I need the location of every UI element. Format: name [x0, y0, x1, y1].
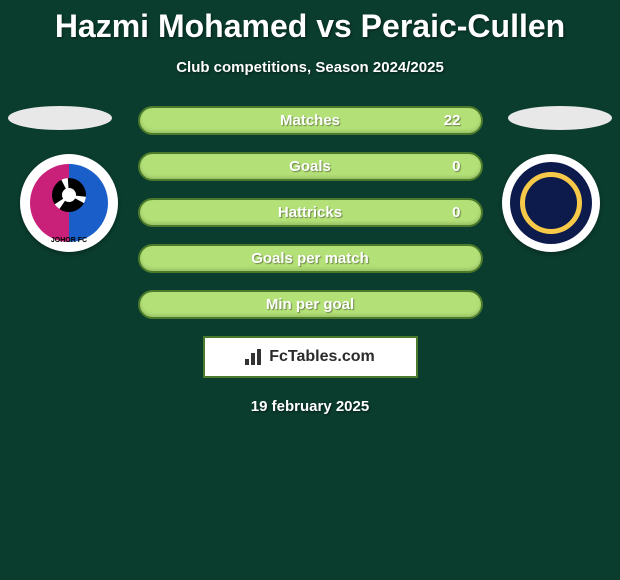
stat-row-matches: Matches 22: [138, 106, 483, 135]
stat-value: 22: [444, 112, 461, 129]
club-badge-left: [20, 154, 118, 252]
club-badge-right: [502, 154, 600, 252]
player-avatar-left: [8, 106, 112, 130]
bar-chart-icon: [245, 349, 265, 365]
stat-row-min-per-goal: Min per goal: [138, 290, 483, 319]
stat-row-goals: Goals 0: [138, 152, 483, 181]
stat-label: Hattricks: [278, 204, 342, 221]
stat-label: Min per goal: [266, 296, 354, 313]
stat-label: Goals: [289, 158, 331, 175]
date-label: 19 february 2025: [0, 398, 620, 415]
fctables-logo-box[interactable]: FcTables.com: [203, 336, 418, 378]
page-title: Hazmi Mohamed vs Peraic-Cullen: [0, 0, 620, 45]
stat-value: 0: [452, 204, 460, 221]
subtitle: Club competitions, Season 2024/2025: [0, 59, 620, 76]
comparison-panel: Matches 22 Goals 0 Hattricks 0 Goals per…: [0, 106, 620, 415]
johor-fc-logo: [30, 164, 108, 242]
stat-value: 0: [452, 158, 460, 175]
stat-label: Goals per match: [251, 250, 369, 267]
logo-text: FcTables.com: [269, 348, 375, 366]
player-avatar-right: [508, 106, 612, 130]
fctables-logo: FcTables.com: [245, 348, 375, 366]
stat-row-goals-per-match: Goals per match: [138, 244, 483, 273]
stat-row-hattricks: Hattricks 0: [138, 198, 483, 227]
stat-label: Matches: [280, 112, 340, 129]
mariners-logo: [510, 162, 592, 244]
